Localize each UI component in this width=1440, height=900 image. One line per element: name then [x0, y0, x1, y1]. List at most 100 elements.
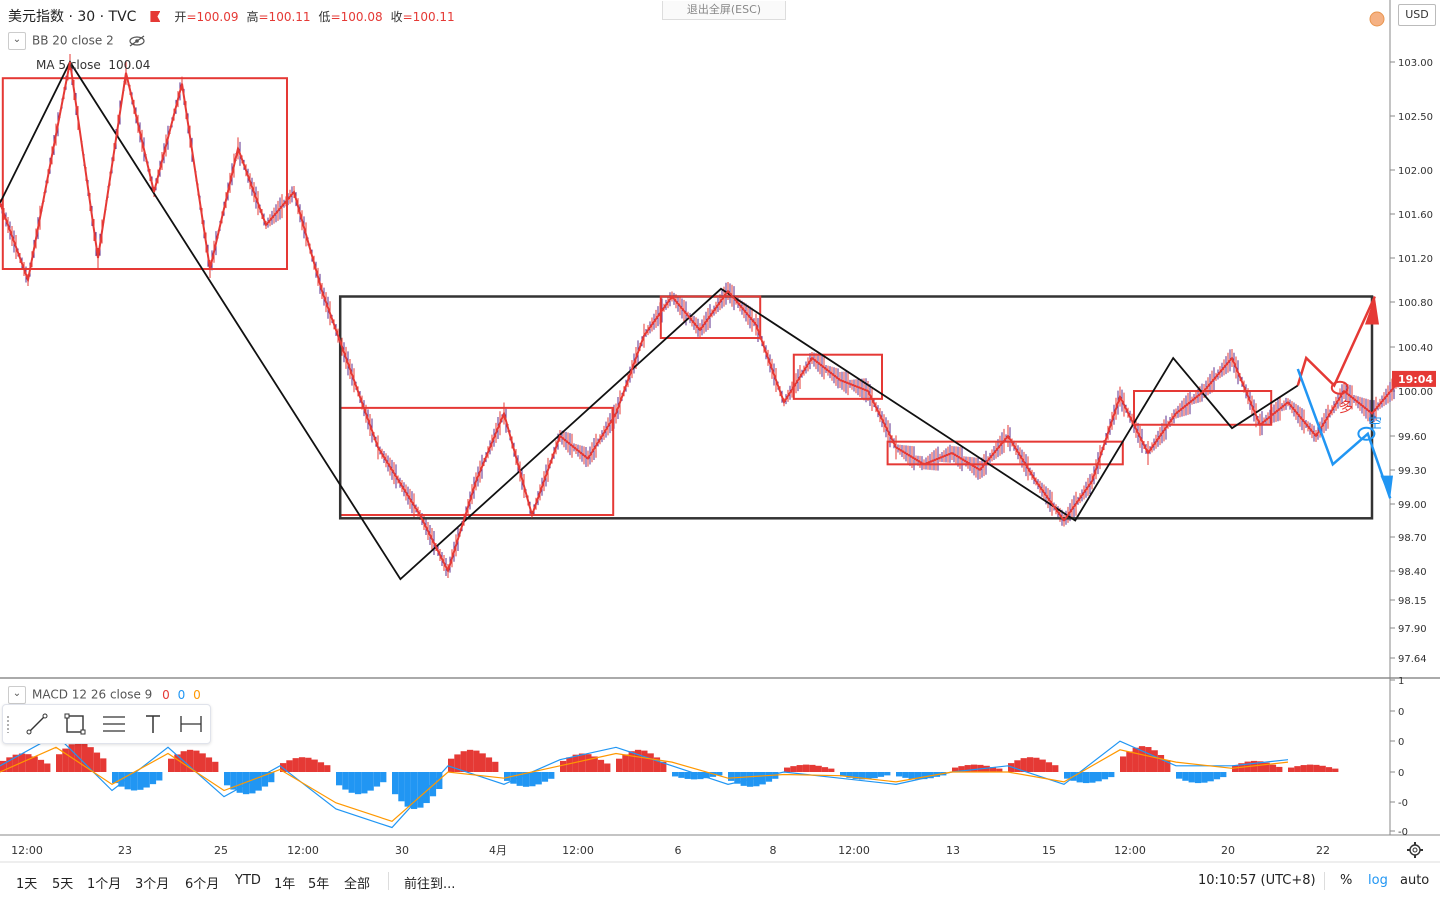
macd-value-3: 0 [193, 687, 201, 702]
macd-bar [1201, 772, 1208, 783]
macd-bar [492, 761, 499, 772]
macd-bar [548, 772, 555, 779]
chevron-down-icon[interactable]: ⌄ [8, 32, 26, 50]
candles [0, 54, 1399, 578]
macd-bar [398, 772, 405, 802]
macd-bar [56, 754, 63, 772]
macd-bar [1138, 746, 1146, 772]
macd-bar [93, 752, 101, 772]
macd-bar [566, 757, 573, 772]
parallel-channel-icon[interactable] [98, 708, 130, 740]
macd-bar [317, 762, 325, 772]
macd-bar [268, 772, 275, 783]
macd-bar [535, 772, 542, 785]
macd-bar [1108, 772, 1115, 778]
macd-bar [44, 763, 51, 772]
chevron-down-icon[interactable]: ⌄ [8, 686, 26, 704]
x-tick-label: 12:00 [562, 844, 594, 857]
macd-bar [996, 768, 1003, 772]
macd-bar [1164, 760, 1171, 772]
range-box [1133, 390, 1273, 426]
close-value: =100.11 [402, 10, 455, 24]
range-6m[interactable]: 6个月 [185, 877, 220, 892]
macd-bar [622, 754, 629, 772]
macd-bar [1188, 772, 1195, 783]
macd-bar [236, 772, 243, 793]
range-all[interactable]: 全部 [344, 877, 371, 892]
macd-bar [684, 772, 691, 779]
currency-button[interactable]: USD [1398, 4, 1436, 26]
range-1d[interactable]: 1天 [16, 877, 38, 892]
macd-bar [485, 757, 493, 772]
macd-bar [62, 748, 69, 772]
auto-toggle[interactable]: auto [1400, 873, 1430, 888]
percent-toggle[interactable]: % [1340, 873, 1353, 888]
macd-value-2: 0 [177, 687, 186, 702]
log-toggle[interactable]: log [1368, 873, 1388, 888]
rectangle-tool-icon[interactable] [59, 708, 91, 740]
macd-tick-label: 0 [1398, 768, 1404, 779]
eye-hidden-icon[interactable] [128, 35, 146, 47]
macd-bar [429, 772, 437, 797]
macd-bar [1194, 772, 1202, 784]
macd-bar [908, 772, 915, 779]
range-1m[interactable]: 1个月 [87, 877, 122, 892]
macd-bar [1288, 767, 1295, 772]
macd-tick-label: 1 [1398, 676, 1404, 687]
range-1y[interactable]: 1年 [274, 877, 296, 892]
macd-bar [205, 757, 213, 772]
macd-bar [1101, 772, 1109, 780]
macd-bar [616, 758, 623, 772]
macd-bar [230, 772, 237, 790]
x-tick-label: 4月 [489, 844, 507, 857]
ma-line [0, 61, 1401, 574]
long-circle [1330, 380, 1349, 395]
x-tick-label: 12:00 [11, 844, 43, 857]
y-tick-label: 102.50 [1398, 112, 1433, 123]
macd-value-1: 0 [162, 687, 170, 702]
macd-bar [728, 772, 735, 781]
macd-bar [342, 772, 349, 790]
macd-bar [1145, 747, 1152, 772]
text-tool-icon[interactable] [137, 708, 169, 740]
macd-bar [653, 757, 661, 772]
y-tick-label: 99.30 [1398, 466, 1427, 477]
macd-bar [1089, 772, 1096, 783]
y-tick-label: 101.20 [1398, 254, 1433, 265]
macd-bar [690, 772, 698, 780]
trend-line-icon[interactable] [21, 708, 53, 740]
exit-fullscreen-hint[interactable]: 退出全屏(ESC) [662, 1, 786, 20]
macd-bar [1313, 764, 1320, 772]
macd-bar [466, 749, 474, 772]
macd-bar [124, 772, 131, 790]
settings-gear-icon[interactable] [1406, 841, 1424, 859]
macd-bar [1064, 772, 1071, 779]
last-price-badge-label: 19:04 [1398, 373, 1433, 386]
measure-tool-icon[interactable] [175, 708, 207, 740]
macd-bar [541, 772, 549, 782]
macd-bar [193, 750, 200, 772]
macd-bar [311, 759, 318, 772]
macd-tick-label: 0 [1398, 707, 1404, 718]
range-ytd[interactable]: YTD [235, 873, 261, 888]
macd-bar [460, 751, 467, 772]
x-tick-label: 23 [118, 844, 132, 857]
long-label: 多 [1339, 399, 1353, 416]
flag-icon[interactable] [150, 11, 161, 22]
macd-bar [877, 772, 885, 777]
macd-bar [417, 772, 424, 808]
macd-bar [902, 772, 909, 778]
range-5d[interactable]: 5天 [52, 877, 74, 892]
range-3m[interactable]: 3个月 [135, 877, 170, 892]
macd-bar [522, 772, 530, 787]
range-5y[interactable]: 5年 [308, 877, 330, 892]
clock-readout[interactable]: 10:10:57 (UTC+8) [1198, 873, 1316, 888]
macd-bar [1151, 750, 1158, 772]
alert-icon[interactable] [1368, 10, 1386, 28]
y-tick-label: 101.60 [1398, 210, 1433, 221]
macd-bar [529, 772, 536, 787]
open-value: =100.09 [186, 10, 239, 24]
drag-handle-icon[interactable] [6, 715, 10, 733]
goto-date-button[interactable]: 前往到... [404, 877, 456, 892]
